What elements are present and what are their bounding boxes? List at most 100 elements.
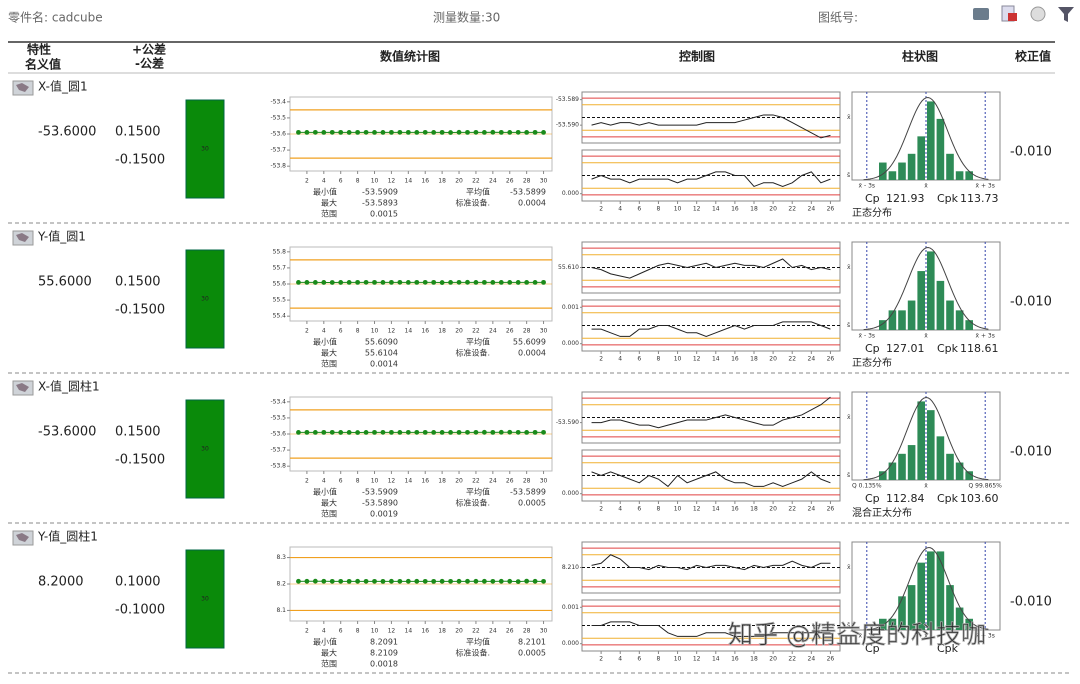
feature-icon-glyph xyxy=(16,533,29,542)
x-tick-label: 8 xyxy=(657,356,661,363)
histogram-label: x̄ - 3s xyxy=(859,333,875,340)
stat-label: 平均值 xyxy=(466,187,490,197)
x-tick-label: 22 xyxy=(788,506,796,513)
value-point xyxy=(296,578,301,584)
value-point xyxy=(380,130,386,135)
y-tick-label: 0.000 xyxy=(562,190,579,197)
value-point xyxy=(541,129,546,135)
value-point xyxy=(473,129,479,135)
histogram-label: Q 0.135% xyxy=(852,483,882,490)
value-point xyxy=(515,429,521,435)
filter-icon[interactable] xyxy=(1058,7,1074,22)
histogram-bar xyxy=(879,162,887,180)
value-point xyxy=(456,429,462,435)
x-tick-label: 24 xyxy=(489,328,497,335)
stat-label: 最大 xyxy=(321,348,337,358)
settings-icon[interactable] xyxy=(1030,6,1046,22)
feature-icon-glyph xyxy=(16,233,29,242)
value-point xyxy=(329,129,335,135)
x-tick-label: 30 xyxy=(540,178,548,185)
value-point xyxy=(304,429,310,435)
value-point xyxy=(363,578,369,584)
x-tick-label: 16 xyxy=(731,506,739,513)
status-count: 30 xyxy=(201,596,209,603)
value-point xyxy=(355,279,361,285)
r-line xyxy=(591,321,831,337)
y-tick-label: 55.4 xyxy=(273,313,287,320)
cp-value: 121.93 xyxy=(886,192,925,205)
value-point xyxy=(524,578,530,584)
stat-value: -53.5899 xyxy=(510,488,546,497)
value-point xyxy=(448,279,453,285)
stat-label: 最大 xyxy=(321,648,337,658)
histogram-label: Q 99.865% xyxy=(969,483,1003,490)
value-point xyxy=(380,429,386,435)
x-tick-label: 16 xyxy=(421,328,429,335)
normal-curve xyxy=(863,547,989,631)
x-tick-label: 2 xyxy=(305,178,309,185)
x-tick-label: 6 xyxy=(637,206,641,213)
value-point xyxy=(490,578,496,584)
value-point xyxy=(329,429,335,435)
stat-label: 范围 xyxy=(321,659,337,669)
value-point xyxy=(296,429,301,435)
value-point xyxy=(490,280,496,285)
value-point xyxy=(329,578,335,584)
col-upper: +公差 xyxy=(132,42,166,57)
x-tick-label: 30 xyxy=(540,628,548,635)
y-tick-label: 55.6 xyxy=(273,281,287,288)
r-line xyxy=(591,171,831,188)
value-point xyxy=(312,129,318,135)
x-tick-label: 10 xyxy=(371,478,379,485)
x-tick-label: 12 xyxy=(388,328,396,335)
y-tick-label: 0.001 xyxy=(562,304,579,311)
x-tick-label: 26 xyxy=(506,178,514,185)
stat-label: 最大 xyxy=(321,498,337,508)
print-icon[interactable] xyxy=(973,8,989,20)
histogram-bar xyxy=(965,471,973,480)
stat-value: 0.0005 xyxy=(518,499,546,508)
value-point xyxy=(532,280,538,285)
status-count: 30 xyxy=(201,446,209,453)
stat-label: 范围 xyxy=(321,509,337,519)
value-point xyxy=(431,430,437,435)
x-tick-label: 20 xyxy=(455,178,463,185)
value-point xyxy=(397,429,403,435)
value-point xyxy=(329,280,335,285)
value-point xyxy=(515,280,521,285)
y-tick-label: -53.4 xyxy=(270,98,286,105)
x-tick-label: 2 xyxy=(305,478,309,485)
stat-value: 55.6090 xyxy=(365,338,398,347)
nominal: 55.6000 xyxy=(38,275,92,290)
value-point xyxy=(507,130,513,135)
x-tick-label: 20 xyxy=(769,656,777,663)
x-tick-label: 22 xyxy=(788,356,796,363)
value-point xyxy=(481,429,487,435)
value-point xyxy=(481,578,487,584)
y-tick-label: 55.7 xyxy=(273,264,287,271)
x-tick-label: 12 xyxy=(388,628,396,635)
status-box xyxy=(185,249,225,349)
xbar-line xyxy=(591,396,831,429)
histogram-label: x̄ xyxy=(924,333,928,340)
y-tick-label: 55.8 xyxy=(273,248,287,255)
col-nominal: 名义值 xyxy=(25,57,61,72)
y-tick-label: -53.6 xyxy=(270,431,286,438)
chart-symbol: s̄ xyxy=(847,622,850,629)
distribution: 正态分布 xyxy=(852,356,892,369)
x-tick-label: 10 xyxy=(371,178,379,185)
value-point xyxy=(296,280,301,285)
x-tick-label: 24 xyxy=(808,656,816,663)
value-point xyxy=(456,578,462,584)
value-point xyxy=(465,279,470,285)
y-tick-label: 0.001 xyxy=(562,604,579,611)
value-point xyxy=(312,578,318,584)
histogram-bar xyxy=(955,310,964,330)
cp-value: 112.84 xyxy=(886,492,925,505)
control-panel xyxy=(581,241,841,294)
value-point xyxy=(422,578,428,584)
y-tick-label: 55.610 xyxy=(558,264,579,271)
stat-label: 最小值 xyxy=(313,637,337,647)
value-point xyxy=(507,280,513,285)
histogram-bar xyxy=(946,153,954,180)
